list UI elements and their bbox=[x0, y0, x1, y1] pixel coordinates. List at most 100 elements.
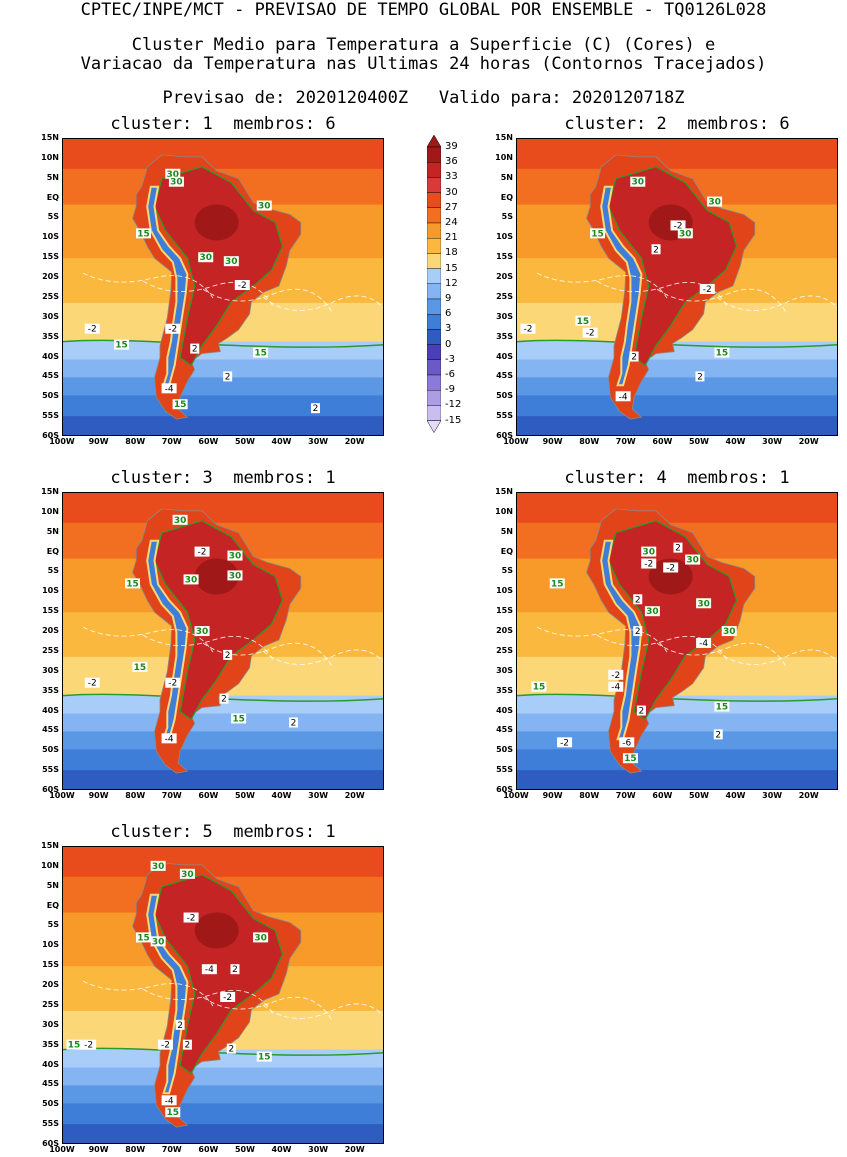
colorbar-label: 39 bbox=[445, 141, 458, 152]
contour-label: 15 bbox=[551, 579, 564, 589]
contour-label-bg bbox=[172, 514, 188, 525]
longitude-label: 80W bbox=[125, 437, 146, 446]
colorbar-top-arrow bbox=[426, 134, 442, 148]
contour-label-bg bbox=[227, 570, 243, 581]
temperature-band bbox=[517, 359, 837, 378]
contour-label-bg bbox=[615, 391, 631, 402]
contour-label: 15 bbox=[716, 349, 729, 359]
contour-label: 30 bbox=[258, 202, 271, 212]
contour-label: 30 bbox=[170, 178, 183, 188]
latitude-label: 25S bbox=[496, 291, 513, 301]
contour-label: -6 bbox=[622, 738, 631, 748]
latitude-label: 35S bbox=[496, 685, 513, 695]
dashed-contour bbox=[262, 295, 383, 311]
contour-label: 30 bbox=[686, 556, 699, 566]
contour-label: 30 bbox=[708, 198, 721, 208]
latitude-label: 15S bbox=[42, 252, 59, 262]
colorbar-label: 33 bbox=[445, 171, 458, 183]
contour-label-bg bbox=[633, 594, 643, 605]
longitude-label: 70W bbox=[615, 791, 636, 800]
latitude-label: 25S bbox=[42, 645, 59, 655]
contour-label: 30 bbox=[679, 229, 692, 239]
latitude-label: 5S bbox=[501, 212, 513, 222]
contour-label-bg bbox=[582, 327, 598, 338]
latitude-label: 50S bbox=[496, 391, 513, 401]
temperature-band bbox=[63, 695, 383, 714]
latitude-label: 10N bbox=[495, 506, 513, 516]
contour-label: -2 bbox=[168, 325, 177, 335]
contour-label: -2 bbox=[703, 285, 712, 295]
latitude-label: 5N bbox=[46, 526, 59, 536]
colorbar-label: -15 bbox=[445, 414, 462, 426]
dashed-contour bbox=[262, 1003, 383, 1019]
latitude-label: 45S bbox=[42, 371, 59, 381]
contour-label-bg bbox=[633, 626, 643, 637]
temperature-band bbox=[517, 695, 837, 714]
contour-label-bg bbox=[644, 606, 660, 617]
longitude-label: 50W bbox=[688, 437, 709, 446]
colorbar-segment bbox=[426, 162, 442, 178]
latitude-label: 55S bbox=[496, 411, 513, 421]
contour-label: -2 bbox=[238, 281, 247, 291]
longitude-label: 40W bbox=[725, 437, 746, 446]
colorbar-label: 18 bbox=[445, 247, 458, 259]
latitude-label: 35S bbox=[42, 1039, 59, 1049]
latitude-label: 15N bbox=[495, 133, 513, 142]
colorbar-segment bbox=[426, 329, 442, 345]
colorbar-label: 36 bbox=[445, 156, 458, 168]
latitude-label: 50S bbox=[42, 745, 59, 755]
longitude-label: 50W bbox=[234, 791, 255, 800]
contour-label: 15 bbox=[68, 1041, 81, 1051]
contour-label-bg bbox=[651, 244, 661, 255]
contour-label-bg bbox=[520, 323, 536, 334]
latitude-label: 40S bbox=[496, 351, 513, 361]
contour-label: 30 bbox=[185, 575, 198, 585]
longitude-label: 20W bbox=[344, 437, 365, 446]
map-panel-2: 30 30 -2 30 15 2 -2 15 -2 -2 2 15 2 -4 bbox=[516, 138, 838, 436]
colorbar-label: 6 bbox=[445, 308, 452, 320]
header-line-2: Cluster Medio para Temperatura a Superfi… bbox=[131, 35, 716, 55]
latitude-label: 10S bbox=[42, 586, 59, 596]
longitude-label: 20W bbox=[798, 437, 819, 446]
latitude-label: 10N bbox=[495, 152, 513, 162]
colorbar-segment bbox=[426, 237, 442, 254]
contour-label: 2 bbox=[631, 353, 637, 363]
contour-label-bg bbox=[231, 713, 247, 724]
contour-label: 15 bbox=[533, 683, 546, 693]
contour-label-bg bbox=[227, 550, 243, 561]
contour-label-bg bbox=[183, 912, 199, 923]
latitude-label: EQ bbox=[500, 192, 513, 202]
temperature-band bbox=[63, 713, 383, 732]
longitude-label: 90W bbox=[88, 791, 109, 800]
temperature-band bbox=[63, 377, 383, 396]
longitude-label: 30W bbox=[762, 791, 783, 800]
latitude-label: EQ bbox=[46, 192, 59, 202]
temperature-band bbox=[63, 416, 383, 435]
contour-label-bg bbox=[230, 964, 240, 975]
hot-region-30c bbox=[153, 520, 284, 721]
contour-label-bg bbox=[636, 705, 646, 716]
contour-label: -4 bbox=[619, 392, 628, 402]
latitude-label: 55S bbox=[42, 765, 59, 775]
latitude-label: 60S bbox=[42, 1139, 59, 1148]
contour-label-bg bbox=[234, 280, 250, 291]
contour-label: 2 bbox=[185, 1041, 191, 1051]
contour-label: 2 bbox=[225, 372, 231, 382]
latitude-label: 15S bbox=[496, 606, 513, 616]
longitude-label: 20W bbox=[798, 791, 819, 800]
latitude-label: 15S bbox=[42, 960, 59, 970]
longitude-label: 80W bbox=[579, 437, 600, 446]
latitude-label: EQ bbox=[500, 546, 513, 556]
latitude-label: 35S bbox=[496, 331, 513, 341]
dashed-contour bbox=[716, 649, 837, 665]
temperature-band bbox=[517, 713, 837, 732]
temperature-band bbox=[63, 395, 383, 417]
contour-label-bg bbox=[685, 554, 701, 565]
temperature-band bbox=[63, 847, 383, 878]
contour-label-bg bbox=[630, 176, 646, 187]
colorbar-label: 27 bbox=[445, 201, 458, 213]
contour-label-bg bbox=[165, 323, 181, 334]
contour-label-bg bbox=[194, 546, 210, 557]
contour-label-bg bbox=[194, 626, 210, 637]
contour-label: 30 bbox=[254, 933, 267, 943]
